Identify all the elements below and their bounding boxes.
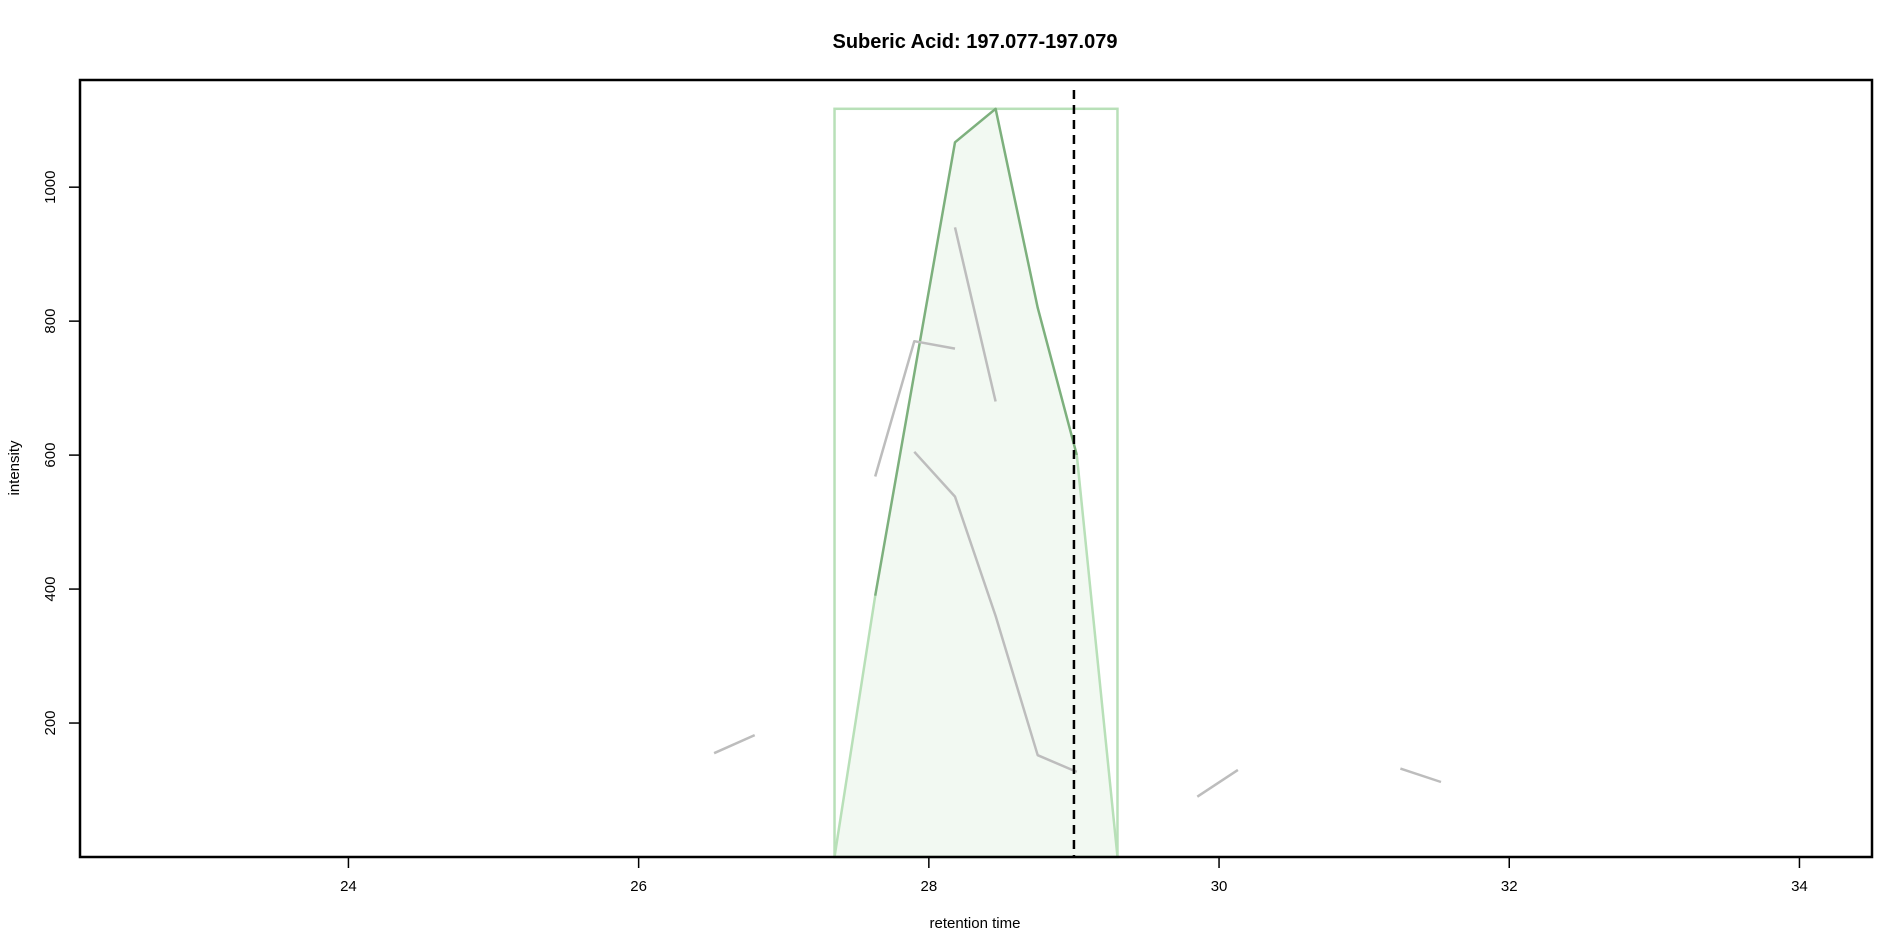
x-tick-label-32: 32 — [1501, 878, 1518, 895]
series-line-9 — [1400, 767, 1442, 784]
y-tick-label-600: 600 — [42, 443, 59, 468]
peak-fill-area — [834, 108, 1118, 858]
series-line-1 — [873, 107, 1079, 597]
series-line-8 — [1196, 768, 1239, 798]
series-line-5 — [873, 339, 956, 477]
chart-title: Suberic Acid: 197.077-197.079 — [833, 31, 1118, 53]
y-axis-label: intensity — [6, 440, 23, 496]
series-line-2 — [833, 595, 877, 858]
x-tick-label-24: 24 — [340, 878, 357, 895]
x-axis-label: retention time — [930, 915, 1021, 932]
plot-frame — [78, 78, 1874, 859]
series-line-4 — [713, 733, 756, 755]
series-line-6 — [953, 227, 997, 402]
y-tick-label-800: 800 — [42, 309, 59, 334]
x-tick-label-34: 34 — [1791, 878, 1808, 895]
y-tick-label-400: 400 — [42, 577, 59, 602]
y-tick-label-200: 200 — [42, 710, 59, 735]
series-line-3 — [1075, 454, 1119, 858]
y-tick-label-1000: 1000 — [42, 171, 59, 204]
plot-area — [713, 90, 1442, 859]
x-tick-label-26: 26 — [630, 878, 647, 895]
series-line-7 — [913, 450, 1078, 774]
x-tick-label-28: 28 — [920, 878, 937, 895]
x-tick-label-30: 30 — [1211, 878, 1228, 895]
axes: 24 26 28 30 32 34 200 400 600 800 1000 — [42, 171, 1808, 895]
